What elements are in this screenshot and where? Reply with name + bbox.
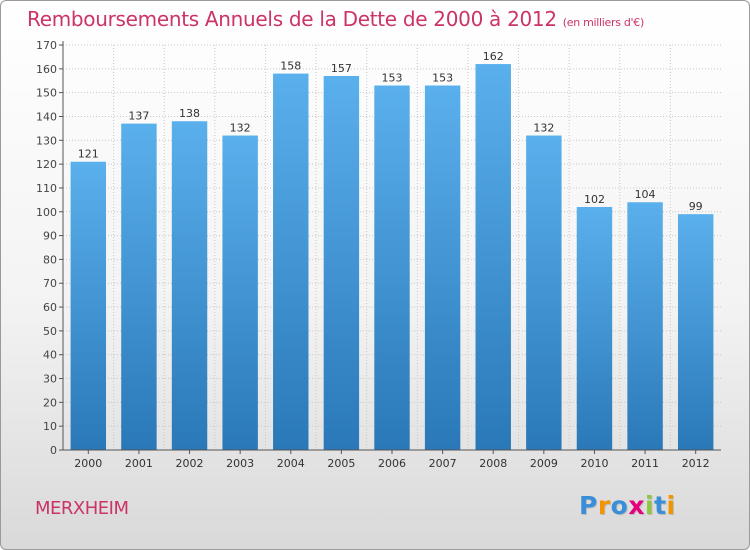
chart-title: Remboursements Annuels de la Dette de 20… <box>27 7 644 31</box>
y-tick-label: 50 <box>43 325 57 338</box>
x-tick-label: 2003 <box>226 457 254 470</box>
bar-value-label: 132 <box>230 122 251 135</box>
bar-2008 <box>475 64 511 450</box>
y-tick-label: 140 <box>36 110 57 123</box>
x-tick-label: 2002 <box>176 457 204 470</box>
bar-2007 <box>424 85 461 450</box>
bar-value-label: 137 <box>128 110 149 123</box>
bar-2000 <box>70 161 107 450</box>
bar-value-label: 121 <box>78 148 99 161</box>
logo-letter: o <box>610 491 629 520</box>
logo-letter: P <box>579 491 598 520</box>
bar-value-label: 138 <box>179 107 200 120</box>
bar-value-label: 162 <box>483 50 504 63</box>
y-tick-label: 30 <box>43 373 57 386</box>
y-tick-label: 10 <box>43 420 57 433</box>
x-tick-label: 2012 <box>682 457 710 470</box>
y-tick-label: 40 <box>43 349 57 362</box>
bar-2005 <box>323 75 360 451</box>
logo-letter: i <box>666 491 676 520</box>
chart-title-text: Remboursements Annuels de la Dette de 20… <box>27 7 557 31</box>
x-tick-label: 2004 <box>277 457 305 470</box>
bar-2001 <box>121 123 157 450</box>
labels: 0 10 20 30 40 50 60 70 80 90 100 110 120 130 140 150 160… <box>36 39 710 470</box>
logo-letter: r <box>597 491 611 520</box>
x-tick-label: 2010 <box>580 457 608 470</box>
bar-value-label: 99 <box>689 200 703 213</box>
unit-note: (en milliers d'€) <box>562 16 644 29</box>
x-tick-label: 2001 <box>125 457 153 470</box>
x-tick-label: 2007 <box>429 457 457 470</box>
y-tick-label: 110 <box>36 182 57 195</box>
y-tick-label: 100 <box>36 206 57 219</box>
bar-value-label: 157 <box>331 62 352 75</box>
x-tick-label: 2008 <box>479 457 507 470</box>
logo-letter: x <box>628 491 645 520</box>
bar-2004 <box>273 73 309 451</box>
x-tick-label: 2006 <box>378 457 406 470</box>
y-tick-label: 60 <box>43 301 57 314</box>
bar-value-label: 153 <box>432 72 453 85</box>
bar-2002 <box>171 121 208 450</box>
y-tick-label: 70 <box>43 277 57 290</box>
y-tick-label: 170 <box>36 39 57 52</box>
bar-2003 <box>222 135 258 450</box>
y-tick-label: 150 <box>36 87 57 100</box>
y-tick-label: 120 <box>36 158 57 171</box>
bar-value-label: 153 <box>382 72 403 85</box>
logo-letter: i <box>645 491 655 520</box>
bar-value-label: 132 <box>533 122 554 135</box>
commune-name: MERXHEIM <box>35 498 129 519</box>
y-tick-label: 20 <box>43 396 57 409</box>
bar-2012 <box>677 214 714 450</box>
logo-letter: t <box>654 491 667 520</box>
y-tick-label: 90 <box>43 230 57 243</box>
bar-2010 <box>576 207 613 450</box>
proxiti-logo: Proxiti <box>579 491 676 520</box>
x-tick-label: 2000 <box>74 457 102 470</box>
y-tick-label: 80 <box>43 253 57 266</box>
y-tick-label: 130 <box>36 134 57 147</box>
x-tick-label: 2009 <box>530 457 558 470</box>
bar-2006 <box>374 85 410 450</box>
bars <box>70 64 714 451</box>
bar-value-label: 158 <box>280 60 301 73</box>
y-tick-label: 160 <box>36 63 57 76</box>
bar-value-label: 102 <box>584 193 605 206</box>
y-tick-label: 0 <box>50 444 57 457</box>
bar-2009 <box>526 135 562 450</box>
x-tick-label: 2011 <box>631 457 659 470</box>
bar-2011 <box>627 202 663 450</box>
x-tick-label: 2005 <box>327 457 355 470</box>
axes <box>59 41 721 454</box>
bar-value-label: 104 <box>635 188 656 201</box>
